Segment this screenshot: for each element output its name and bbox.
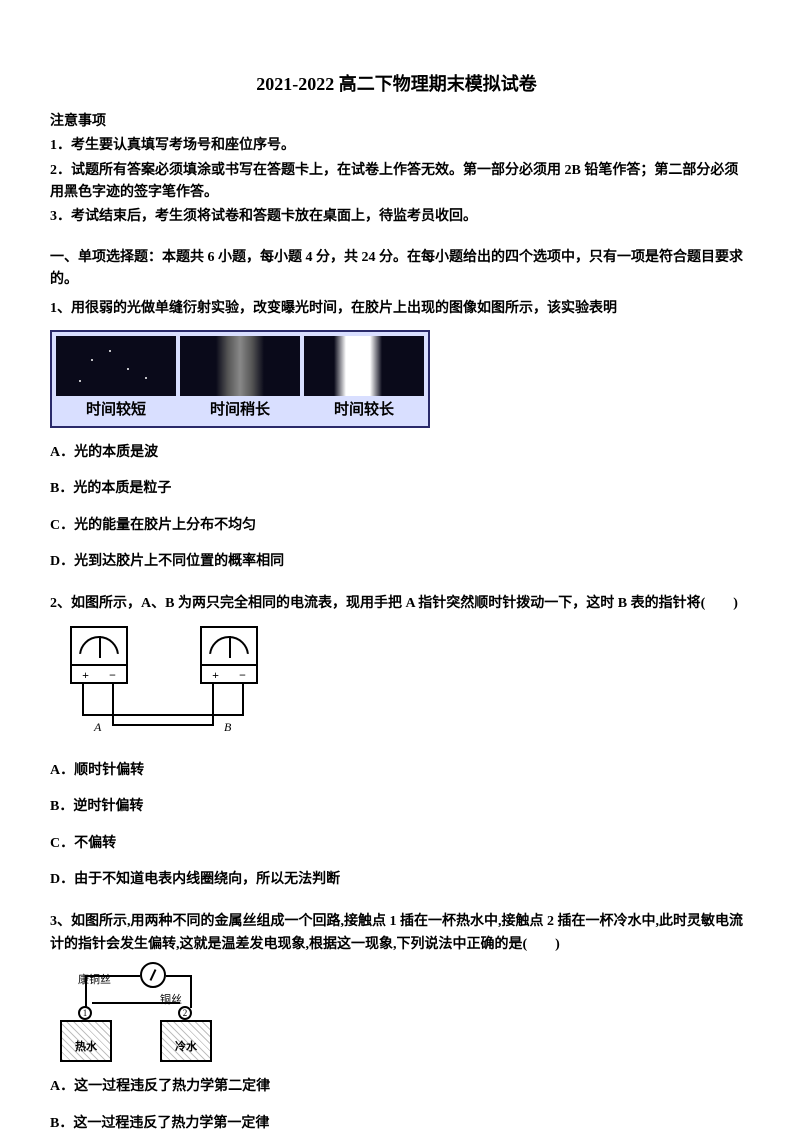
ammeter-a-label: A <box>94 718 101 737</box>
diffraction-image-medium <box>180 336 300 396</box>
q1-option-b: B．光的本质是粒子 <box>50 478 743 500</box>
wire-icon <box>82 684 84 714</box>
plus-icon: + <box>212 666 219 682</box>
q1-option-a: A．光的本质是波 <box>50 442 743 464</box>
q1-stem: 1、用很弱的光做单缝衍射实验，改变曝光时间，在胶片上出现的图像如图所示，该实验表… <box>50 298 743 320</box>
wire-icon <box>85 975 140 977</box>
beaker-cold-label: 冷水 <box>162 1039 210 1057</box>
q1-caption-2: 时间稍长 <box>210 398 270 422</box>
q2-option-c: C．不偏转 <box>50 833 743 855</box>
notice-item-2: 2．试题所有答案必须填涂或书写在答题卡上，在试卷上作答无效。第一部分必须用 2B… <box>50 160 743 205</box>
wire-icon <box>112 724 214 726</box>
wire-icon <box>242 684 244 714</box>
plus-icon: + <box>82 666 89 682</box>
q2-options: A．顺时针偏转 B．逆时针偏转 C．不偏转 D．由于不知道电表内线圈绕向，所以无… <box>50 760 743 892</box>
terminals-a: + − <box>70 666 128 684</box>
minus-icon: − <box>109 666 116 682</box>
page-title: 2021-2022 高二下物理期末模拟试卷 <box>50 70 743 99</box>
q2-option-a: A．顺时针偏转 <box>50 760 743 782</box>
q2-stem: 2、如图所示，A、B 为两只完全相同的电流表，现用手把 A 指针突然顺时针拨动一… <box>50 593 743 615</box>
q1-option-c: C．光的能量在胶片上分布不均匀 <box>50 515 743 537</box>
q3-option-b: B．这一过程违反了热力学第一定律 <box>50 1113 743 1135</box>
notice-item-1: 1．考生要认真填写考场号和座位序号。 <box>50 135 743 157</box>
terminals-b: + − <box>200 666 258 684</box>
q1-panel-3: 时间较长 <box>304 336 424 422</box>
minus-icon: − <box>239 666 246 682</box>
q1-figure: 时间较短 时间稍长 时间较长 <box>50 330 430 428</box>
q1-caption-3: 时间较长 <box>334 398 394 422</box>
q3-stem: 3、如图所示,用两种不同的金属丝组成一个回路,接触点 1 插在一杯热水中,接触点… <box>50 911 743 956</box>
notice-item-3: 3．考试结束后，考生须将试卷和答题卡放在桌面上，待监考员收回。 <box>50 206 743 228</box>
beaker-hot-label: 热水 <box>62 1039 110 1057</box>
q3-figure: 康铜丝 铜丝 1 2 热水 冷水 <box>50 962 250 1062</box>
beaker-hot: 热水 <box>60 1020 112 1062</box>
q2-option-b: B．逆时针偏转 <box>50 796 743 818</box>
section-1-heading: 一、单项选择题：本题共 6 小题，每小题 4 分，共 24 分。在每小题给出的四… <box>50 247 743 292</box>
contact-point-1: 1 <box>78 1006 92 1020</box>
wire-icon <box>190 975 192 1008</box>
notice-heading: 注意事项 <box>50 111 743 133</box>
q1-caption-1: 时间较短 <box>86 398 146 422</box>
ammeter-b: + − <box>200 626 258 684</box>
galvanometer-icon <box>140 962 166 988</box>
q1-panel-1: 时间较短 <box>56 336 176 422</box>
q2-option-d: D．由于不知道电表内线圈绕向，所以无法判断 <box>50 869 743 891</box>
q1-option-d: D．光到达胶片上不同位置的概率相同 <box>50 551 743 573</box>
q3-option-a: A．这一过程违反了热力学第二定律 <box>50 1076 743 1098</box>
wire-label-2: 铜丝 <box>160 992 182 1010</box>
wire-icon <box>82 714 244 716</box>
beaker-cold: 冷水 <box>160 1020 212 1062</box>
needle-icon <box>99 636 101 658</box>
wire-icon <box>92 1002 180 1004</box>
wire-icon <box>212 684 214 724</box>
diffraction-image-short <box>56 336 176 396</box>
notice-block: 注意事项 1．考生要认真填写考场号和座位序号。 2．试题所有答案必须填涂或书写在… <box>50 111 743 229</box>
ammeter-b-dial <box>200 626 258 666</box>
ammeter-a-dial <box>70 626 128 666</box>
ammeter-a: + − <box>70 626 128 684</box>
q2-figure: + − + − A B <box>50 626 290 746</box>
diffraction-image-long <box>304 336 424 396</box>
wire-icon <box>112 684 114 724</box>
q1-options: A．光的本质是波 B．光的本质是粒子 C．光的能量在胶片上分布不均匀 D．光到达… <box>50 442 743 574</box>
wire-icon <box>166 975 191 977</box>
wire-icon <box>85 975 87 1008</box>
contact-point-2: 2 <box>178 1006 192 1020</box>
needle-icon <box>229 636 231 658</box>
q1-panel-2: 时间稍长 <box>180 336 300 422</box>
ammeter-b-label: B <box>224 718 231 737</box>
q3-options: A．这一过程违反了热力学第二定律 B．这一过程违反了热力学第一定律 <box>50 1076 743 1135</box>
